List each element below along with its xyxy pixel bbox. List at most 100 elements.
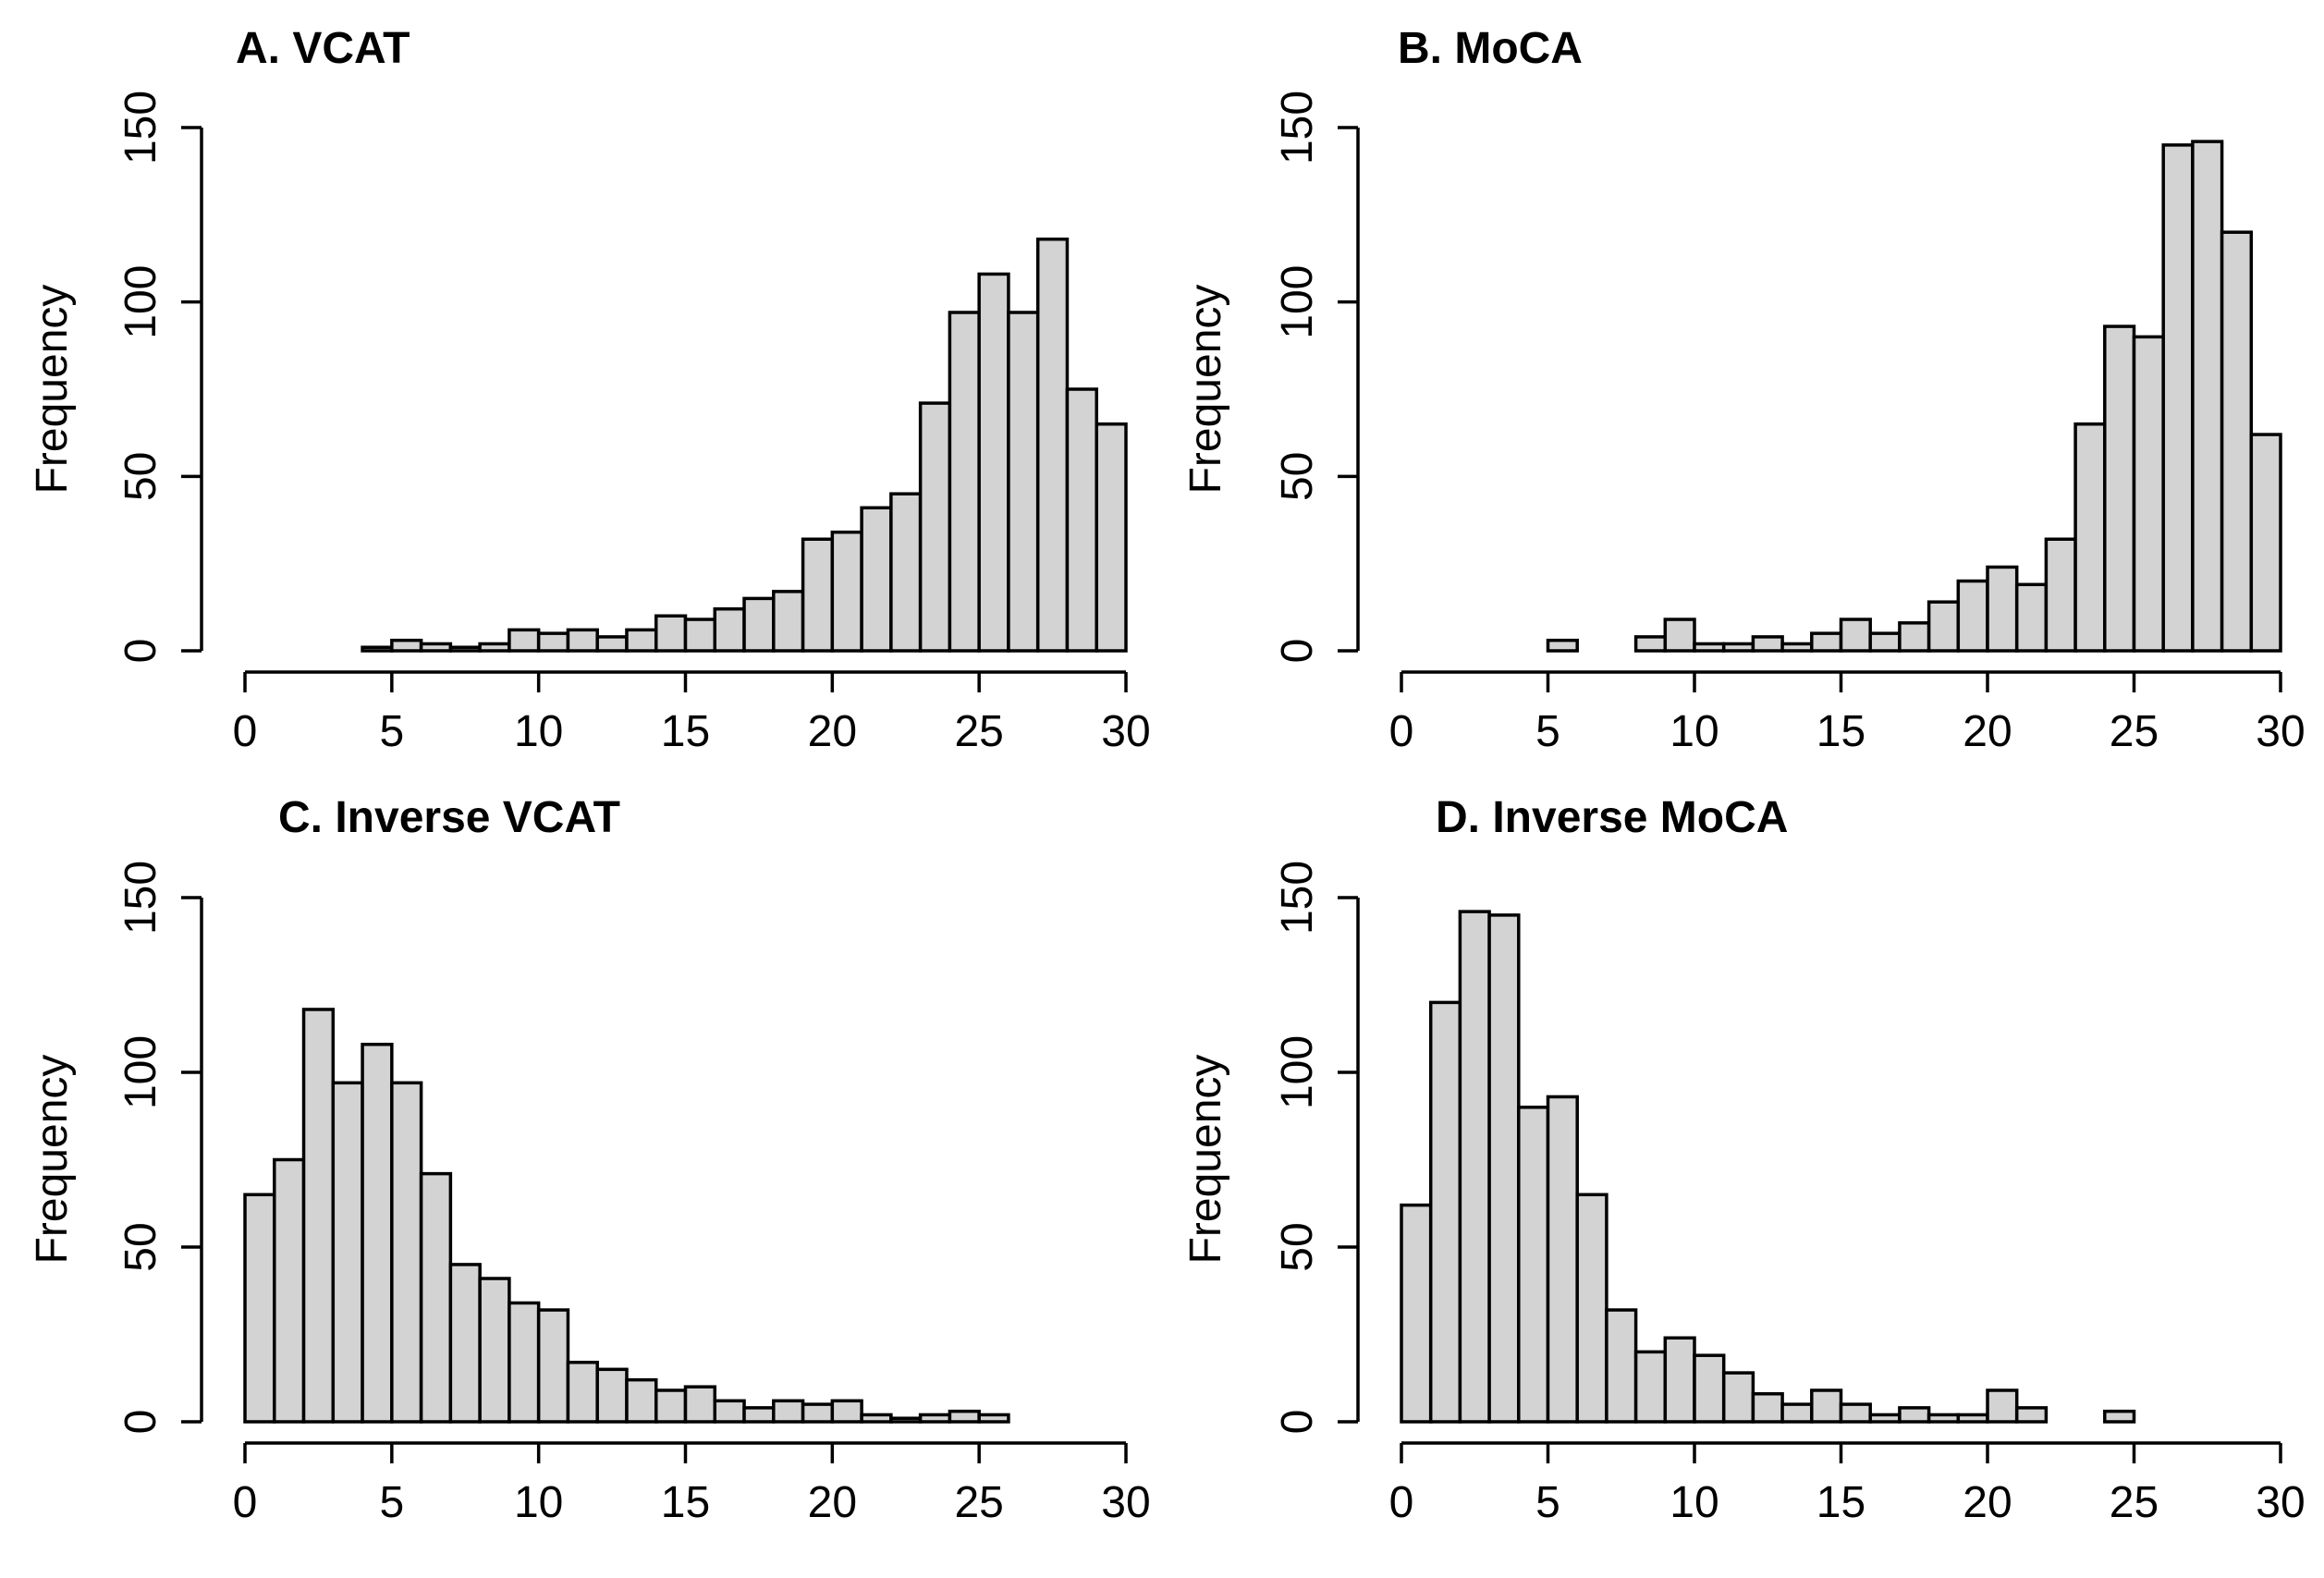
histogram-bar <box>1035 237 1070 653</box>
histogram-bar <box>595 1367 629 1424</box>
y-tick-label: 0 <box>116 639 165 664</box>
histogram-bar <box>1986 1388 2019 1424</box>
histogram-bar <box>536 1308 570 1424</box>
x-tick-label: 25 <box>954 707 1003 756</box>
histogram-bar <box>1926 1413 1961 1424</box>
x-axis: 0 5 10 15 20 25 30 <box>233 1441 1151 1527</box>
histogram-bar <box>478 1277 511 1424</box>
histogram-bar <box>654 1388 688 1424</box>
histogram-bar <box>508 628 541 653</box>
y-axis: 0 50 100 150 <box>116 91 203 664</box>
y-tick-label: 100 <box>116 1035 165 1109</box>
histogram-bar <box>2249 433 2282 653</box>
y-tick-label: 50 <box>1273 452 1322 501</box>
histogram-bar <box>595 635 629 653</box>
histogram-bar <box>625 1377 658 1424</box>
histogram-bar <box>830 530 863 653</box>
histogram-bar <box>361 645 394 653</box>
histogram-bar <box>2161 143 2195 653</box>
x-tick-label: 15 <box>661 707 710 756</box>
histogram-bar <box>772 1399 805 1424</box>
histogram-bar <box>830 1399 863 1424</box>
y-tick-label: 0 <box>1273 639 1322 664</box>
y-axis-label: Frequency <box>1181 285 1230 495</box>
histogram-bar <box>1517 1106 1550 1424</box>
histogram-bar <box>1663 618 1696 653</box>
histogram-bar <box>625 628 658 653</box>
y-tick-label: 100 <box>1273 1035 1322 1109</box>
histogram-bar <box>860 506 893 653</box>
histogram-bar <box>1868 631 1902 653</box>
histogram-bar <box>1428 1000 1462 1424</box>
histogram-bar <box>1458 910 1491 1424</box>
histogram-bar <box>2044 537 2077 653</box>
y-tick-label: 100 <box>116 265 165 339</box>
histogram-bar <box>566 1360 599 1424</box>
histogram-bar <box>1546 638 1579 653</box>
histogram-bar <box>977 272 1010 653</box>
histogram-bar <box>2132 335 2165 653</box>
bar-group <box>1546 140 2282 653</box>
histogram-bar <box>1487 913 1521 1424</box>
x-axis: 0 5 10 15 20 25 30 <box>1389 670 2306 756</box>
x-axis: 0 5 10 15 20 25 30 <box>1389 1441 2306 1527</box>
histogram-bar <box>1810 631 1843 653</box>
histogram-bar <box>448 645 482 653</box>
x-tick-label: 5 <box>1535 707 1560 756</box>
y-axis: 0 50 100 150 <box>1273 861 1360 1434</box>
x-tick-label: 20 <box>808 707 857 756</box>
histogram-bar <box>1751 1392 1784 1424</box>
y-axis-label: Frequency <box>28 285 77 495</box>
histogram-bar <box>273 1157 306 1424</box>
x-tick-label: 0 <box>1389 707 1414 756</box>
histogram-bar <box>566 628 599 653</box>
histogram-bar <box>948 1409 981 1424</box>
x-tick-label: 0 <box>1389 1478 1414 1527</box>
y-tick-label: 50 <box>116 452 165 501</box>
x-tick-label: 25 <box>2110 707 2159 756</box>
histogram-bar <box>1868 1413 1902 1424</box>
x-tick-label: 20 <box>808 1478 857 1527</box>
histogram-bar <box>243 1193 276 1424</box>
x-tick-label: 25 <box>954 1478 1003 1527</box>
x-tick-label: 30 <box>1101 1478 1150 1527</box>
x-tick-label: 15 <box>1816 1478 1865 1527</box>
y-tick-label: 150 <box>116 91 165 165</box>
panel-title: D. Inverse MoCA <box>1436 793 1788 842</box>
histogram-bar <box>1693 1353 1726 1424</box>
x-tick-label: 0 <box>233 1478 258 1527</box>
histogram-bar <box>1956 579 1989 653</box>
histogram-bar <box>419 1171 453 1424</box>
panel-title: A. VCAT <box>236 24 410 73</box>
histogram-bar <box>390 638 423 653</box>
histogram-bar <box>889 492 923 653</box>
y-tick-label: 100 <box>1273 265 1322 339</box>
panel-title: C. Inverse VCAT <box>278 793 620 842</box>
histogram-bar <box>654 614 688 653</box>
x-tick-label: 25 <box>2110 1478 2159 1527</box>
histogram-bar <box>508 1301 541 1424</box>
histogram-bar <box>1898 1406 1931 1424</box>
y-axis-label: Frequency <box>28 1055 77 1265</box>
y-axis-label: Frequency <box>1181 1055 1230 1265</box>
histogram-bar <box>918 1413 952 1424</box>
x-tick-label: 5 <box>1535 1478 1560 1527</box>
x-tick-label: 5 <box>379 1478 404 1527</box>
histogram-bar <box>918 401 952 653</box>
x-tick-label: 10 <box>514 707 563 756</box>
x-tick-label: 20 <box>1963 1478 2012 1527</box>
histogram-bar <box>1986 565 2019 653</box>
x-tick-label: 15 <box>1816 707 1865 756</box>
histogram-bar <box>2191 140 2224 653</box>
histogram-bar <box>1007 311 1040 653</box>
histogram-bar <box>390 1081 423 1424</box>
histogram-bar <box>448 1263 482 1424</box>
y-tick-label: 150 <box>116 861 165 935</box>
histogram-bar <box>683 1385 717 1424</box>
histogram-bar <box>713 606 746 653</box>
histogram-bar <box>683 618 717 653</box>
y-tick-label: 50 <box>1273 1222 1322 1271</box>
panel-title: B. MoCA <box>1398 24 1583 73</box>
x-tick-label: 20 <box>1963 707 2012 756</box>
